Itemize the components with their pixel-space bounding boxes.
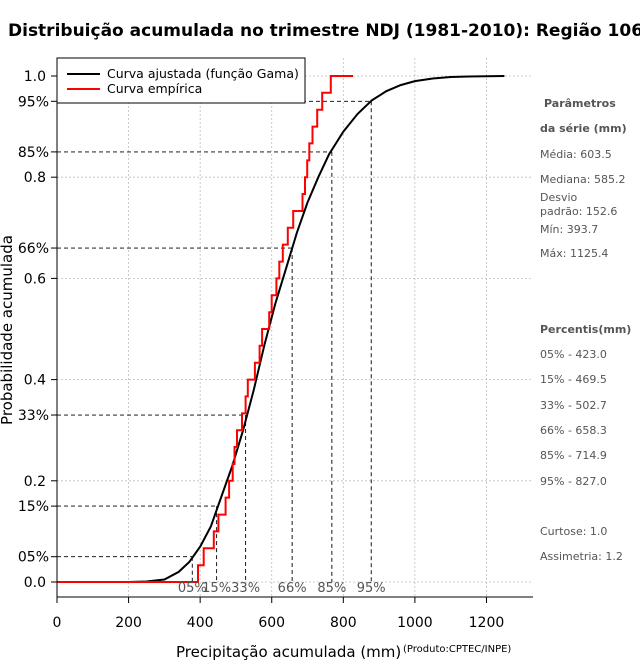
- legend-box: [56, 57, 306, 104]
- stat-skewness: Assimetria: 1.2: [540, 550, 623, 563]
- percentis-title: Percentis(mm): [540, 323, 631, 336]
- y-pct-tick-label-4: 85%: [18, 145, 49, 161]
- y-axis-title: Probabilidade acumulada: [0, 235, 16, 425]
- axes: 0 200 400 600 800 1000 1200 0.0 0.2 0.4 0.6 0.8 1.0 0…: [18, 69, 504, 631]
- series-layer: [57, 75, 505, 583]
- stat-max: Máx: 1125.4: [540, 247, 608, 260]
- stat-median: Mediana: 585.2: [540, 173, 625, 186]
- y-tick-label-0: 0.0: [24, 575, 46, 591]
- stat-min: Mín: 393.7: [540, 223, 598, 236]
- percentile-95: 95% - 827.0: [540, 475, 607, 488]
- x-tick-label-0: 0: [53, 615, 62, 631]
- x-tick-label-5: 1000: [397, 615, 433, 631]
- y-pct-tick-label-2: 33%: [18, 408, 49, 424]
- x-tick-label-1: 200: [115, 615, 142, 631]
- y-pct-tick-label-3: 66%: [18, 241, 49, 257]
- x-tick-label-6: 1200: [469, 615, 505, 631]
- x-axis-title: Precipitação acumulada (mm): [176, 643, 401, 660]
- params-title-line2: da série (mm): [540, 122, 627, 135]
- fitted-curve-line: [57, 75, 505, 583]
- empirical-step-line: [57, 75, 353, 583]
- x-tick-label-3: 600: [258, 615, 285, 631]
- y-tick-label-5: 1.0: [24, 69, 46, 85]
- percentile-reference-lines: [57, 100, 372, 582]
- percentile-05: 05% - 423.0: [540, 348, 607, 361]
- percentile-15: 15% - 469.5: [540, 373, 607, 386]
- x-percentile-label-3: 66%: [278, 581, 307, 596]
- x-percentile-label-4: 85%: [317, 581, 346, 596]
- x-percentile-label-2: 33%: [231, 581, 260, 596]
- y-tick-label-1: 0.2: [24, 474, 46, 490]
- x-percentile-label-5: 95%: [357, 581, 386, 596]
- y-tick-label-2: 0.4: [24, 373, 46, 389]
- side-panel: Parâmetros da série (mm) Média: 603.5 Me…: [540, 97, 631, 563]
- percentile-85: 85% - 714.9: [540, 449, 607, 462]
- y-tick-label-4: 0.8: [24, 170, 46, 186]
- percentile-66: 66% - 658.3: [540, 424, 607, 437]
- legend-label-fitted: Curva ajustada (função Gama): [107, 66, 299, 81]
- legend: Curva ajustada (função Gama) Curva empír…: [56, 57, 306, 104]
- credit-text: (Produto:CPTEC/INPE): [403, 644, 511, 655]
- x-percentile-label-1: 15%: [202, 581, 231, 596]
- percentile-33: 33% - 502.7: [540, 399, 607, 412]
- chart-title: Distribuição acumulada no trimestre NDJ …: [8, 21, 640, 41]
- stat-stddev-line2: padrão: 152.6: [540, 205, 617, 218]
- x-tick-label-2: 400: [187, 615, 214, 631]
- stat-mean: Média: 603.5: [540, 148, 612, 161]
- legend-label-empirical: Curva empírica: [107, 81, 202, 96]
- y-tick-label-3: 0.6: [24, 271, 46, 287]
- stat-stddev-line1: Desvio: [540, 191, 578, 204]
- stat-kurtosis: Curtose: 1.0: [540, 525, 607, 538]
- x-tick-label-4: 800: [330, 615, 357, 631]
- params-title-line1: Parâmetros: [544, 97, 616, 110]
- grid: [56, 58, 533, 597]
- x-percentile-label-0: 05%: [178, 581, 207, 596]
- y-pct-tick-label-5: 95%: [18, 94, 49, 110]
- y-pct-tick-label-1: 15%: [18, 499, 49, 515]
- y-pct-tick-label-0: 05%: [18, 550, 49, 566]
